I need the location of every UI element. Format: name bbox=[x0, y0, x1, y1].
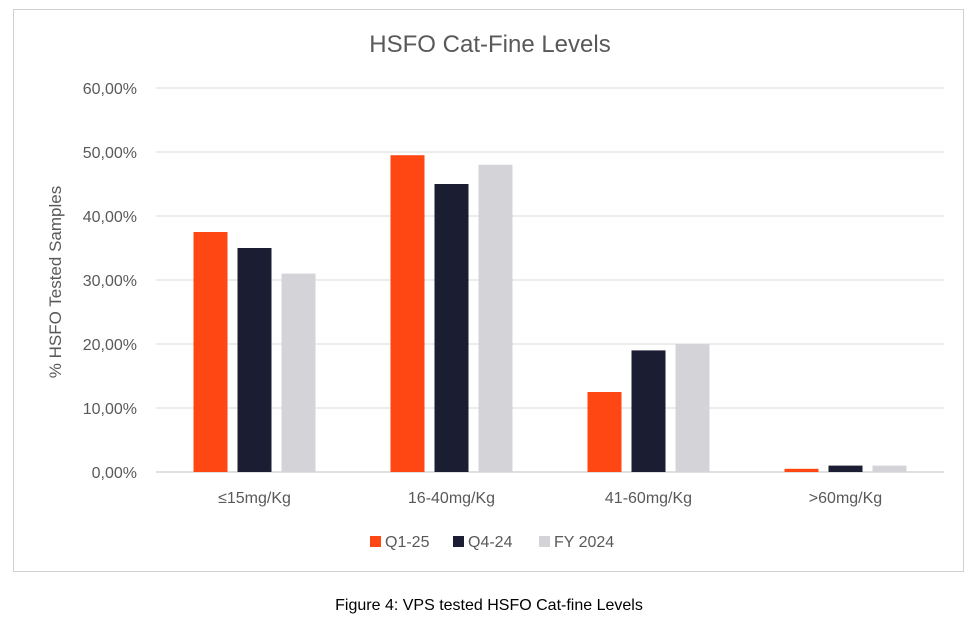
y-tick-label: 50,00% bbox=[83, 145, 137, 162]
bar-fy-2024 bbox=[872, 465, 907, 472]
y-tick-label: 40,00% bbox=[83, 209, 137, 226]
bar-q4-24 bbox=[828, 465, 863, 472]
y-axis-label: % HSFO Tested Samples bbox=[46, 186, 65, 378]
legend-label: Q1-25 bbox=[385, 534, 430, 551]
legend-label: Q4-24 bbox=[468, 534, 513, 551]
gridlines bbox=[156, 87, 944, 473]
bar-q4-24 bbox=[434, 184, 469, 472]
bar-fy-2024 bbox=[478, 164, 513, 473]
x-tick-label: >60mg/Kg bbox=[809, 490, 882, 507]
bar-q4-24 bbox=[237, 248, 272, 472]
figure-caption: Figure 4: VPS tested HSFO Cat-fine Level… bbox=[335, 597, 643, 614]
legend: Q1-25 Q4-24 FY 2024 bbox=[370, 534, 614, 551]
y-tick-labels: 0,00% 10,00% 20,00% 30,00% 40,00% 50,00% 60,00… bbox=[83, 81, 137, 482]
y-tick-label: 30,00% bbox=[83, 273, 137, 290]
legend-label: FY 2024 bbox=[554, 534, 614, 551]
legend-swatch bbox=[370, 536, 381, 547]
x-tick-label: 41-60mg/Kg bbox=[605, 490, 692, 507]
y-tick-label: 10,00% bbox=[83, 401, 137, 418]
legend-swatch bbox=[453, 536, 464, 547]
x-tick-label: ≤15mg/Kg bbox=[218, 490, 291, 507]
bar-q1-25 bbox=[784, 468, 819, 472]
x-tick-labels: ≤15mg/Kg 16-40mg/Kg 41-60mg/Kg >60mg/Kg bbox=[218, 490, 882, 507]
bar-fy-2024 bbox=[675, 344, 710, 472]
bars bbox=[193, 155, 907, 473]
y-tick-label: 20,00% bbox=[83, 337, 137, 354]
bar-fy-2024 bbox=[281, 273, 316, 472]
bar-q1-25 bbox=[390, 155, 425, 472]
bar-q4-24 bbox=[631, 350, 666, 472]
bar-q1-25 bbox=[193, 232, 228, 472]
bar-q1-25 bbox=[587, 392, 622, 472]
y-tick-label: 60,00% bbox=[83, 81, 137, 98]
y-tick-label: 0,00% bbox=[92, 465, 137, 482]
legend-swatch bbox=[539, 536, 550, 547]
chart-title: HSFO Cat-Fine Levels bbox=[369, 31, 610, 58]
x-tick-label: 16-40mg/Kg bbox=[408, 490, 495, 507]
